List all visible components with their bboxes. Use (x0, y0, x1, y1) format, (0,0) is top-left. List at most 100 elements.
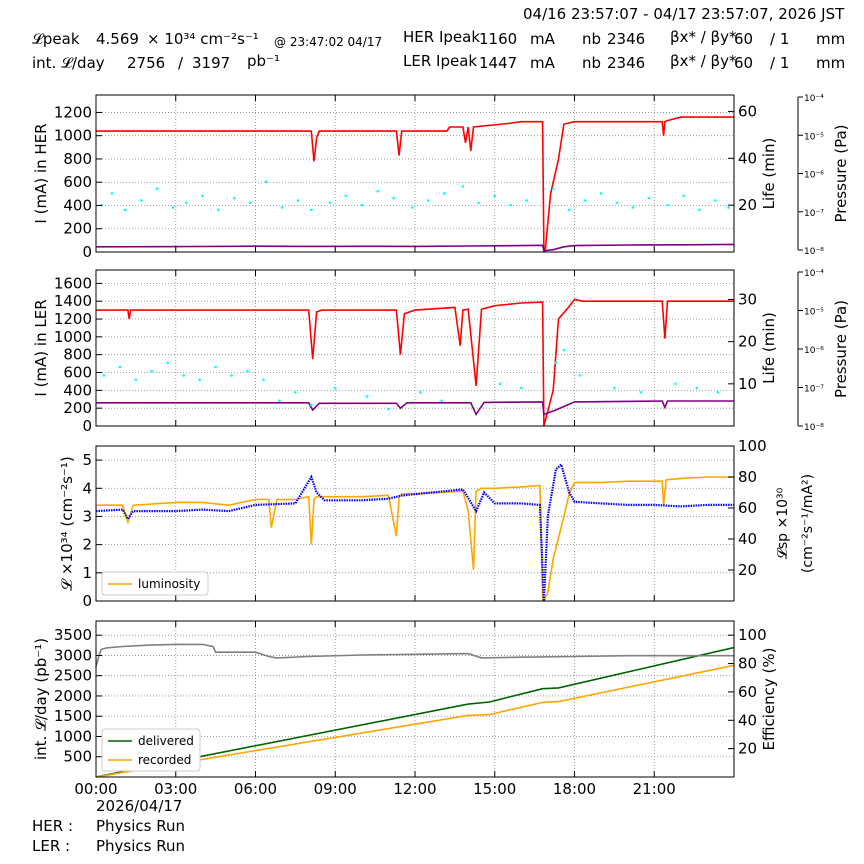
data-point-life (102, 374, 106, 377)
y-axis-label: 𝓛 ×10³⁴ (cm⁻²s⁻¹) (58, 456, 76, 590)
data-point-life (123, 208, 127, 212)
data-point-life (714, 199, 717, 202)
data-point-life (525, 199, 528, 202)
data-point-life (567, 208, 571, 212)
pressure-tick-label: 10⁻⁴ (804, 94, 824, 104)
data-point-life (493, 194, 497, 198)
data-point-life (387, 407, 390, 411)
her-nb-value: 2346 (607, 30, 646, 48)
data-point-life (674, 382, 677, 386)
pressure-tick-label: 10⁻⁵ (804, 308, 824, 318)
legend-label-delivered: delivered (138, 734, 194, 748)
y-tick-label: 1000 (54, 127, 92, 145)
chart-panel-4 (95, 620, 735, 778)
data-point-life (440, 399, 443, 403)
y-tick-label: 1200 (54, 103, 92, 121)
series-line-pressure (96, 400, 734, 417)
data-point-life (155, 187, 159, 191)
y-tick-label: 200 (63, 399, 92, 417)
y-tick-label: 1 (82, 564, 92, 582)
data-point-life (118, 365, 122, 369)
footer-ler-label: LER : (32, 837, 71, 855)
chart-panel-3 (95, 445, 735, 602)
data-point-life (294, 390, 297, 394)
intl-value-delivered: 2756 (127, 54, 166, 72)
y-tick-label: 600 (63, 173, 92, 191)
ler-beta-x: 60 (734, 54, 754, 72)
x-tick-label: 12:00 (393, 780, 436, 798)
pressure-tick-label: 10⁻⁶ (804, 346, 824, 356)
lpeak-time: @ 23:47:02 04/17 (274, 35, 383, 49)
y-tick-label: 1400 (54, 292, 92, 310)
her-ipeak-label: HER Ipeak (403, 28, 480, 46)
data-point-life (365, 395, 369, 398)
data-point-life (150, 369, 154, 373)
y-tick-label: 0 (82, 243, 92, 261)
data-point-life (230, 374, 233, 377)
data-point-life (328, 201, 332, 205)
y-tick-label: 1500 (54, 707, 92, 725)
y2-tick-label: 100 (738, 437, 767, 455)
ler-beta-y: / 1 (770, 54, 790, 72)
data-point-life (509, 203, 512, 207)
y-tick-label: 3000 (54, 646, 92, 664)
y-tick-label: 1600 (54, 274, 92, 292)
data-point-life (310, 208, 313, 212)
y-tick-label: 1200 (54, 310, 92, 328)
data-point-life (562, 348, 566, 352)
chart-panel-2 (95, 269, 803, 427)
data-point-life (280, 206, 284, 209)
x-tick-label: 09:00 (314, 780, 357, 798)
y-tick-label: 5 (82, 451, 92, 469)
intl-label: int. 𝓛/day (32, 54, 105, 72)
data-point-life (599, 192, 603, 195)
her-beta-x: 60 (734, 30, 754, 48)
data-point-life (198, 378, 201, 381)
data-point-life (716, 390, 720, 394)
y-tick-label: 500 (63, 748, 92, 766)
ler-ipeak-value: 1447 (479, 54, 518, 72)
data-point-life (520, 386, 523, 390)
her-nb-label: nb (582, 30, 602, 48)
y2-tick-label: 40 (738, 530, 757, 548)
y-tick-label: 400 (63, 381, 92, 399)
data-point-life (376, 189, 380, 193)
y2-tick-label: 60 (738, 499, 757, 517)
data-point-life (360, 203, 364, 207)
x-tick-label: 21:00 (633, 780, 676, 798)
data-point-life (442, 192, 446, 195)
data-point-life (333, 386, 337, 390)
data-point-life (461, 185, 465, 188)
data-point-life (171, 206, 175, 209)
footer-her-status: Physics Run (96, 817, 186, 835)
y2-tick-label: 100 (738, 626, 767, 644)
data-point-life (185, 201, 188, 205)
y2-tick-label: 40 (738, 711, 757, 729)
y2-tick-label: 40 (738, 149, 757, 167)
legend-box (101, 571, 209, 596)
data-point-life (139, 199, 143, 202)
y2-tick-label: 60 (738, 102, 757, 120)
y-tick-label: 2000 (54, 687, 92, 705)
data-point-life (134, 378, 138, 381)
data-point-life (419, 390, 422, 394)
data-point-life (615, 201, 619, 205)
her-beta-y: / 1 (770, 30, 790, 48)
legend-label-luminosity: luminosity (138, 577, 200, 591)
y2-axis-label: Efficiency (%) (760, 648, 778, 751)
legend-label-recorded: recorded (138, 753, 191, 767)
y2-tick-label: 20 (738, 333, 757, 351)
pressure-tick-label: 10⁻⁴ (804, 269, 824, 279)
pressure-tick-label: 10⁻⁷ (804, 385, 824, 395)
data-point-life (248, 201, 252, 205)
data-point-life (411, 206, 414, 209)
data-point-life (477, 201, 481, 205)
data-point-life (110, 192, 114, 195)
data-point-life (631, 206, 635, 209)
data-point-life (551, 187, 555, 191)
y-axis-label: int. 𝓛/day (pb⁻¹) (32, 638, 50, 760)
data-point-life (214, 365, 217, 369)
y2-tick-label: 10 (738, 375, 757, 393)
data-point-life (392, 196, 396, 200)
